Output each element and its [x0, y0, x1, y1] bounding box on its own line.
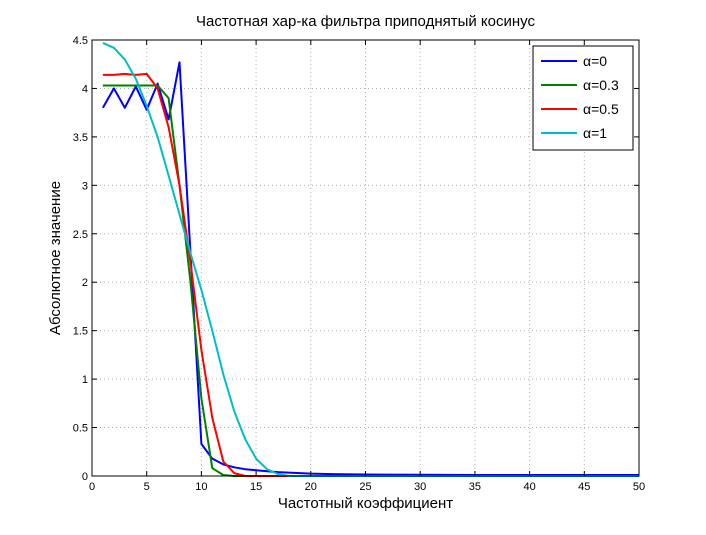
axis-ticks: 0 5 10 15 20 25 30 35 40 45 50 0 0.5 1 1.5 2 2.5 3 3.5 4 4.5 [73, 35, 645, 493]
legend-label-1: α=0.3 [583, 77, 619, 93]
x-tick-label: 10 [195, 481, 207, 493]
x-axis-label: Частотный коэффициент [278, 495, 453, 512]
y-tick-label: 2.5 [73, 229, 88, 241]
y-tick-label: 0.5 [73, 423, 88, 435]
y-tick-label: 1 [82, 374, 88, 386]
legend-label-2: α=0.5 [583, 101, 619, 117]
y-tick-label: 1.5 [73, 326, 88, 338]
x-tick-label: 20 [305, 481, 317, 493]
x-tick-label: 30 [414, 481, 426, 493]
legend-label-0: α=0 [583, 53, 607, 69]
x-tick-label: 5 [144, 481, 150, 493]
x-tick-label: 35 [469, 481, 481, 493]
x-tick-label: 15 [250, 481, 262, 493]
y-tick-label: 3 [82, 180, 88, 192]
y-tick-label: 3.5 [73, 132, 88, 144]
y-tick-label: 4.5 [73, 35, 88, 47]
legend-label-3: α=1 [583, 125, 607, 141]
y-tick-label: 4 [82, 83, 88, 95]
x-tick-label: 0 [89, 481, 95, 493]
y-axis-label: Абсолютное значение [47, 181, 64, 335]
x-tick-label: 45 [578, 481, 590, 493]
x-tick-label: 25 [359, 481, 371, 493]
y-tick-label: 0 [82, 471, 88, 483]
legend: α=0 α=0.3 α=0.5 α=1 [532, 45, 634, 151]
series-line-0 [102, 61, 639, 476]
y-tick-label: 2 [82, 277, 88, 289]
chart-title: Частотная хар-ка фильтра приподнятый кос… [196, 13, 535, 30]
x-tick-label: 40 [523, 481, 535, 493]
x-tick-label: 50 [633, 481, 645, 493]
